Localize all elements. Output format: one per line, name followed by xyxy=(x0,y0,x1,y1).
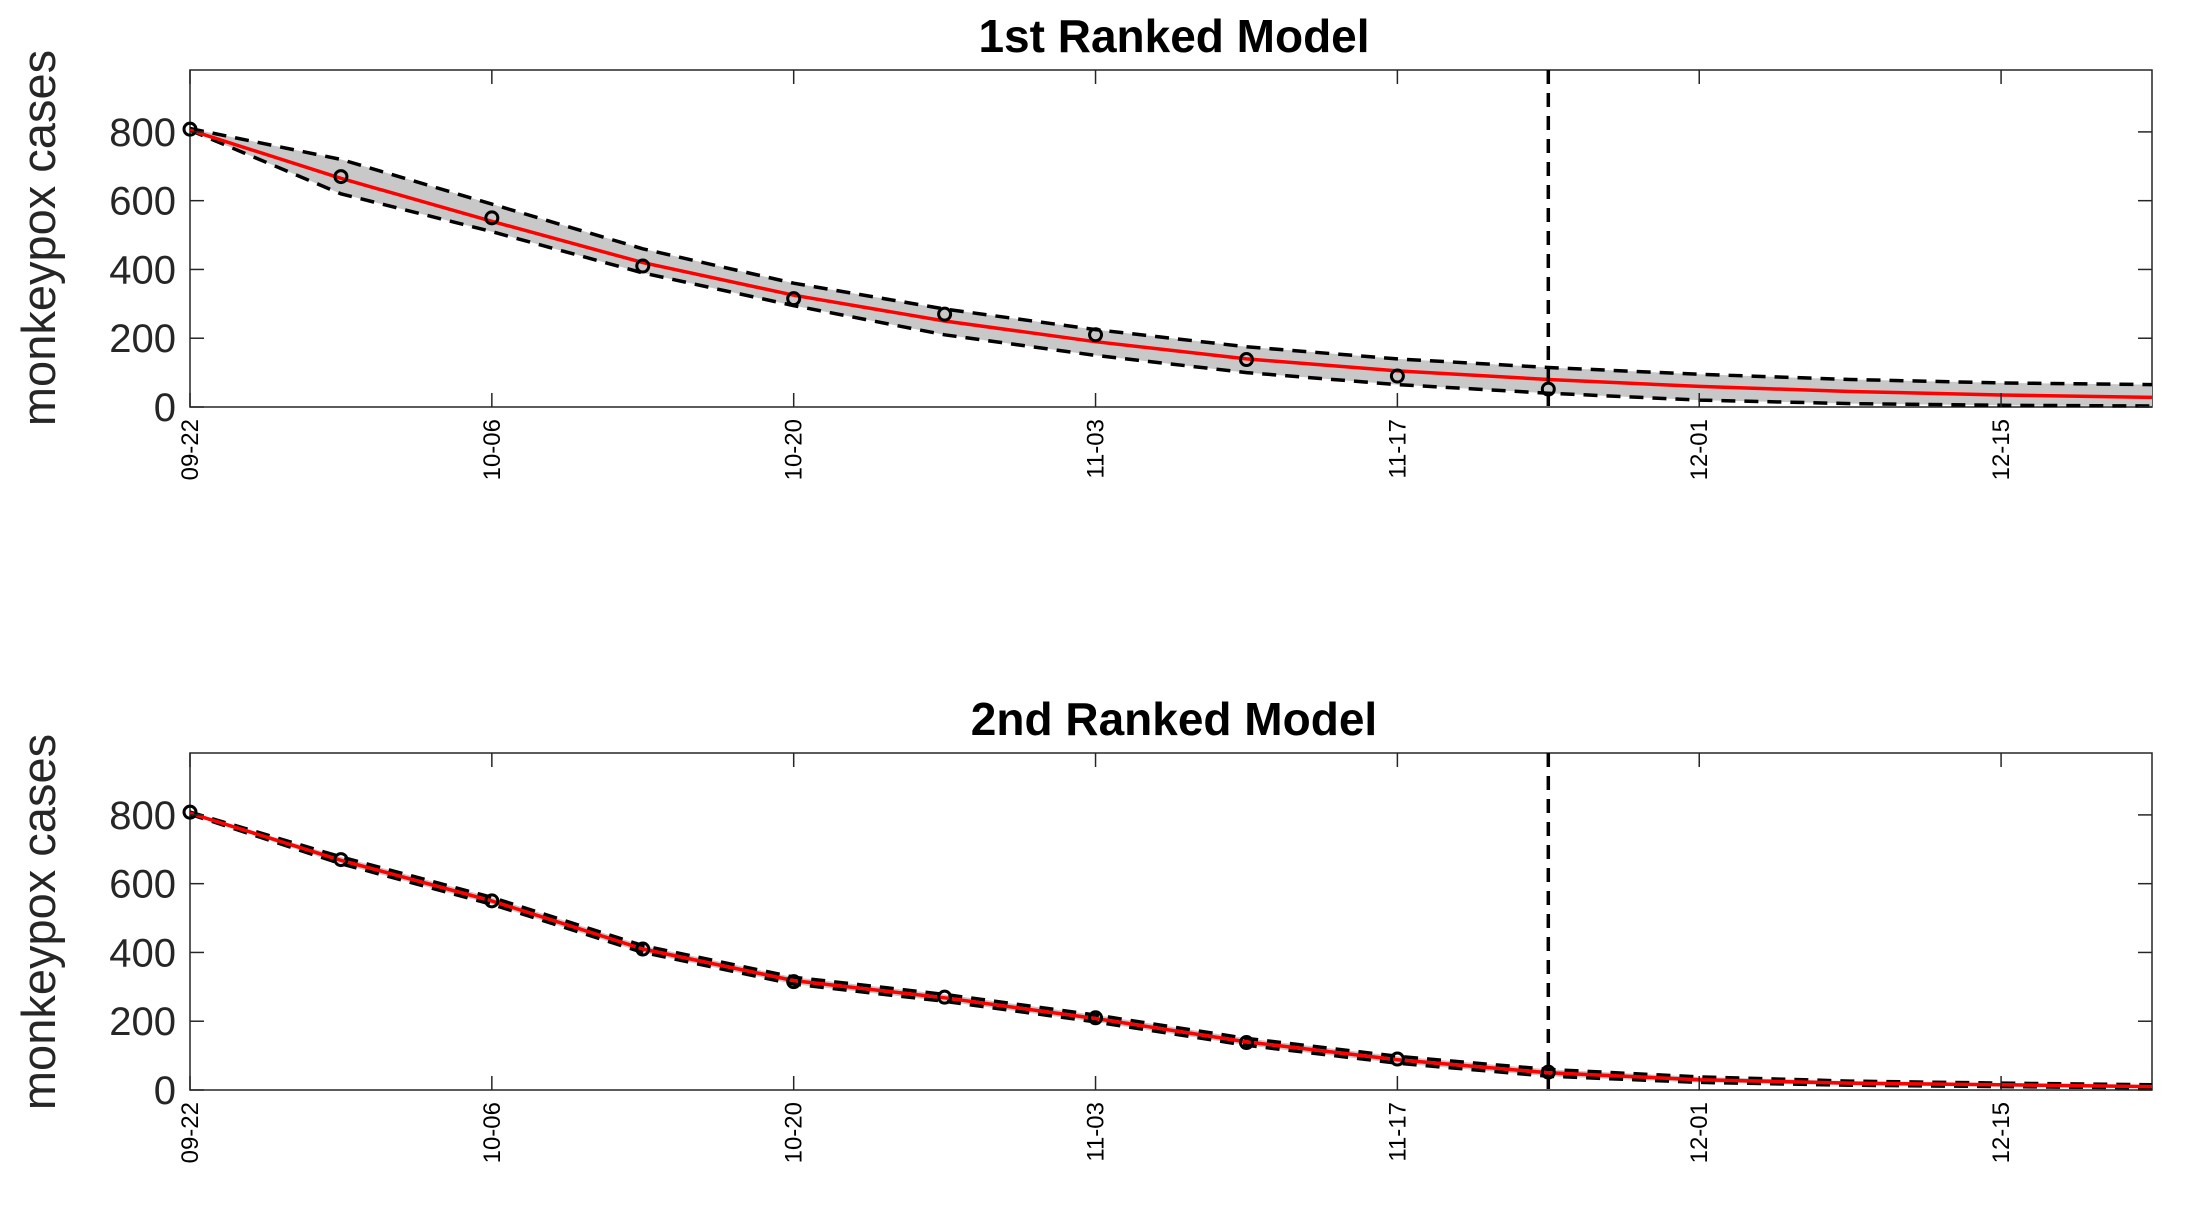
observed-point xyxy=(1088,327,1104,343)
y-tick-label: 600 xyxy=(109,180,176,224)
observed-point xyxy=(333,852,349,868)
lower-bound-line xyxy=(189,812,2153,1090)
x-tick-label: 10-06 xyxy=(479,1102,506,1163)
model-fit-line xyxy=(189,811,2153,1089)
observed-point xyxy=(635,941,651,957)
lower-bound-line xyxy=(189,128,2153,408)
observed-point xyxy=(182,121,198,137)
observed-point xyxy=(937,306,953,322)
panel-2nd-ranked-model: 2nd Ranked Model monkeypox cases 0 200 400… xyxy=(12,693,2153,1163)
observed-point xyxy=(1238,352,1254,368)
upper-bound-line xyxy=(189,126,2153,387)
observed-point xyxy=(786,974,802,990)
x-tick-label: 11-03 xyxy=(1083,1102,1110,1162)
observed-point xyxy=(937,989,953,1005)
y-tick-label: 0 xyxy=(154,386,176,430)
x-tick-label: 12-15 xyxy=(1988,1102,2015,1163)
observed-point xyxy=(1238,1035,1254,1051)
y-tick-label: 200 xyxy=(109,317,176,361)
x-tick-label: 11-03 xyxy=(1083,419,1110,479)
panel-1st-ranked-model: 1st Ranked Model monkeypox cases 0 200 400… xyxy=(12,10,2153,480)
observed-point xyxy=(182,804,198,820)
x-tick-label: 10-20 xyxy=(781,419,808,480)
observed-point xyxy=(1389,368,1405,384)
plot-area: 0 200 400 600 800 09-22 10-06 10-20 11-03 11-17 12… xyxy=(109,69,2153,480)
chart-title: 1st Ranked Model xyxy=(978,10,1369,62)
x-tick-label: 12-01 xyxy=(1686,1102,1713,1163)
y-tick-label: 600 xyxy=(109,863,176,907)
axes-box xyxy=(189,69,2153,408)
observed-point xyxy=(635,258,651,274)
observed-point xyxy=(1540,381,1556,397)
model-fit-line xyxy=(189,128,2153,400)
upper-bound-line xyxy=(189,810,2153,1087)
x-tick-label: 12-01 xyxy=(1686,419,1713,480)
x-tick-label: 10-20 xyxy=(781,1102,808,1163)
x-tick-label: 09-22 xyxy=(177,1102,204,1163)
y-tick-label: 200 xyxy=(109,1000,176,1044)
observed-point xyxy=(786,291,802,307)
prediction-interval-band xyxy=(190,812,2152,1088)
observed-point xyxy=(1389,1051,1405,1067)
observed-point xyxy=(1088,1010,1104,1026)
y-tick-label: 800 xyxy=(109,794,176,838)
observed-point xyxy=(484,893,500,909)
chart-title: 2nd Ranked Model xyxy=(971,693,1377,745)
y-tick-label: 800 xyxy=(109,111,176,155)
x-tick-label: 12-15 xyxy=(1988,419,2015,480)
observed-point xyxy=(484,210,500,226)
y-tick-label: 400 xyxy=(109,248,176,292)
x-tick-label: 09-22 xyxy=(177,419,204,480)
observed-point xyxy=(333,169,349,185)
x-tick-label: 10-06 xyxy=(479,419,506,480)
x-tick-label: 11-17 xyxy=(1384,419,1411,479)
observed-point xyxy=(1540,1064,1556,1080)
y-axis-label: monkeypox cases xyxy=(12,734,65,1110)
x-tick-label: 11-17 xyxy=(1384,1102,1411,1162)
plot-area: 0 200 400 600 800 09-22 10-06 10-20 11-03 11-17 12… xyxy=(109,752,2153,1163)
y-tick-label: 400 xyxy=(109,931,176,975)
axes-box xyxy=(189,752,2153,1091)
y-axis-label: monkeypox cases xyxy=(12,50,65,426)
y-tick-label: 0 xyxy=(154,1069,176,1113)
